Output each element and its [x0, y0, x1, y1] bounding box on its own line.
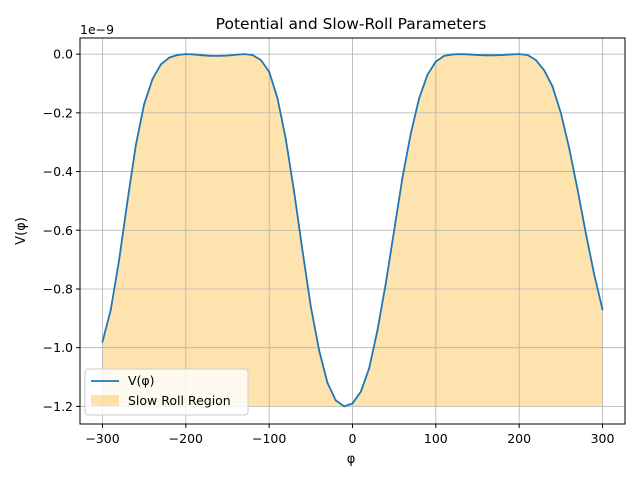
data-point [259, 59, 262, 61]
data-point [451, 53, 454, 56]
legend-fill-swatch [91, 395, 119, 406]
data-point [534, 59, 537, 61]
data-point [493, 54, 496, 57]
data-point [484, 54, 487, 57]
data-point [526, 54, 529, 56]
y-tick-label: −0.4 [43, 164, 73, 179]
data-point [101, 340, 104, 343]
data-point [576, 188, 579, 191]
legend-box [84, 368, 249, 416]
x-tick-label: 200 [507, 431, 531, 446]
data-point [376, 329, 379, 331]
data-point [468, 53, 471, 56]
data-point [518, 53, 521, 56]
data-point [584, 232, 587, 235]
data-point [218, 55, 221, 57]
y-tick-label: −0.6 [43, 223, 73, 238]
data-point [168, 56, 171, 59]
x-tick-label: −200 [169, 431, 203, 446]
data-point [276, 97, 279, 100]
data-point [459, 53, 462, 56]
legend: V(φ) Slow Roll Region [84, 368, 249, 416]
data-point [151, 78, 154, 80]
data-point [126, 200, 129, 202]
x-tick-label: 100 [424, 431, 448, 446]
data-point [351, 402, 354, 405]
data-point [443, 55, 446, 57]
data-point [209, 55, 212, 57]
y-tick-label: −1.0 [43, 340, 73, 355]
chart-title: Potential and Slow-Roll Parameters [216, 15, 487, 33]
data-point [368, 367, 371, 370]
data-point [401, 176, 404, 179]
x-tick-label: 0 [349, 431, 357, 446]
data-point [159, 63, 162, 66]
data-point [184, 53, 187, 56]
data-point [243, 53, 246, 56]
data-point [343, 405, 346, 408]
data-point [143, 103, 146, 105]
x-tick-label: −300 [85, 431, 119, 446]
data-point [601, 308, 604, 311]
data-point [193, 53, 196, 56]
data-point [434, 60, 437, 63]
data-point [201, 54, 204, 57]
data-point [226, 54, 229, 57]
plot-area: −300 −200 −100 0 100 200 300 −1.2 −1.0 −0.8 −0.6 −0… [43, 37, 626, 446]
data-point [509, 53, 512, 56]
slow-roll-fill [102, 54, 603, 407]
data-point [409, 132, 412, 135]
data-point [234, 53, 237, 56]
y-tick-label: −0.8 [43, 281, 73, 296]
y-axis-label: V(φ) [14, 217, 29, 245]
y-tick-label: 0.0 [53, 47, 73, 62]
data-point [109, 308, 112, 311]
data-point [393, 229, 396, 232]
data-point [334, 399, 337, 402]
data-point [384, 282, 387, 285]
data-point [118, 258, 121, 261]
data-point [293, 191, 296, 194]
data-point [551, 85, 554, 88]
x-tick-label: 300 [591, 431, 615, 446]
data-point [568, 147, 571, 149]
data-point [284, 138, 287, 141]
data-point [593, 273, 596, 276]
data-point [318, 349, 321, 352]
data-point [559, 111, 562, 114]
data-point [309, 305, 312, 308]
data-point [268, 70, 271, 73]
data-point [501, 54, 504, 56]
data-point [176, 54, 179, 56]
data-point [476, 54, 479, 56]
data-point [418, 97, 421, 100]
data-point [301, 249, 304, 252]
legend-label-potential: V(φ) [128, 373, 155, 388]
x-axis-label: φ [347, 452, 356, 467]
data-point [543, 69, 546, 72]
data-point [359, 390, 362, 393]
y-tick-label: −1.2 [43, 399, 73, 414]
x-tick-label: −100 [252, 431, 286, 446]
data-point [251, 54, 254, 56]
y-tick-label: −0.2 [43, 105, 73, 120]
data-point [426, 73, 429, 76]
data-point [134, 144, 137, 147]
legend-label-slow-roll: Slow Roll Region [128, 393, 231, 408]
y-offset-text: 1e−9 [80, 22, 114, 37]
data-point [326, 382, 329, 384]
